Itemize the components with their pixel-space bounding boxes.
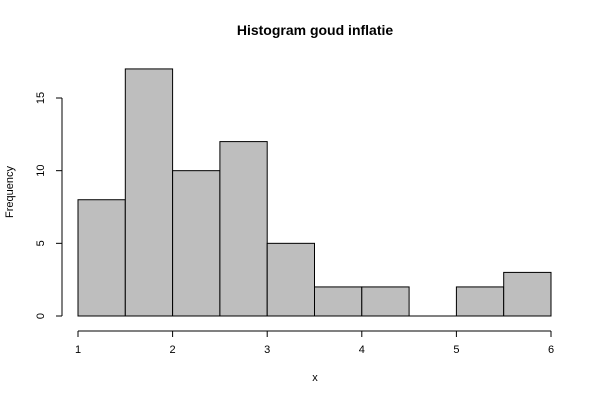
histogram-bar-7 xyxy=(361,286,410,317)
histogram-bar-10 xyxy=(503,271,552,317)
x-tick-label-6: 6 xyxy=(548,344,554,356)
histogram-bar-9 xyxy=(455,286,505,317)
y-axis: 0 5 10 15 xyxy=(35,92,63,319)
histogram-bar-6 xyxy=(314,286,363,317)
y-tick-label-5: 5 xyxy=(35,240,47,246)
x-tick-label-2: 2 xyxy=(170,344,176,356)
y-tick-label-0: 0 xyxy=(35,313,47,319)
x-tick-label-3: 3 xyxy=(264,344,270,356)
histogram-bar-1 xyxy=(77,199,126,317)
x-tick-label-4: 4 xyxy=(359,344,365,356)
x-tick-label-1: 1 xyxy=(75,344,81,356)
bars-group xyxy=(77,68,552,317)
x-axis: 1 2 3 4 5 6 xyxy=(75,330,554,356)
y-tick-label-15: 15 xyxy=(35,92,47,104)
histogram-bar-3 xyxy=(172,170,221,317)
histogram-bar-4 xyxy=(219,141,268,317)
y-axis-label: Frequency xyxy=(4,166,16,218)
histogram-bar-2 xyxy=(124,68,174,317)
x-axis-label: x xyxy=(312,372,318,384)
y-tick-label-10: 10 xyxy=(35,165,47,177)
x-tick-label-5: 5 xyxy=(453,344,459,356)
chart-title: Histogram goud inflatie xyxy=(237,22,394,38)
histogram-bar-5 xyxy=(266,242,316,317)
